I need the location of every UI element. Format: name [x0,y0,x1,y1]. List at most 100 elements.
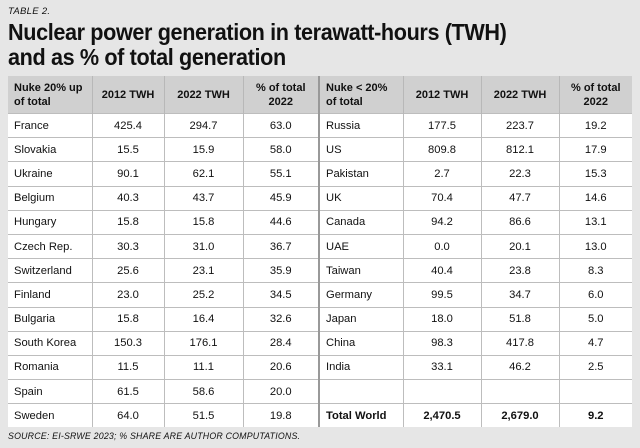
right-y2012-cell: 809.8 [402,137,481,162]
right-country-cell: Taiwan [318,258,403,283]
header-right-2012: 2012 TWH [402,76,481,114]
left-share-cell: 45.9 [242,185,319,211]
right-y2022-cell: 417.8 [480,330,559,356]
left-y2012-cell: 90.1 [91,161,164,187]
right-y2022-cell: 2,679.0 [480,403,559,428]
right-share-cell: 6.0 [558,282,632,307]
left-share-cell: 58.0 [242,137,319,162]
right-y2012-cell: 99.5 [402,282,481,307]
right-country-cell: Total World [318,403,403,428]
left-y2012-cell: 425.4 [91,112,164,138]
right-share-cell: 4.7 [558,330,632,356]
left-country-cell: Ukraine [8,161,92,187]
right-share-cell: 9.2 [558,403,632,428]
title-line-1: Nuclear power generation in terawatt-hou… [8,19,507,45]
left-y2012-cell: 11.5 [91,354,164,380]
table-label: TABLE 2. [8,6,51,17]
left-y2022-cell: 294.7 [163,112,243,138]
left-y2012-cell: 15.5 [91,137,164,162]
right-country-cell: Canada [318,209,403,235]
left-country-cell: Sweden [8,403,92,428]
left-share-cell: 55.1 [242,161,319,187]
left-country-cell: Spain [8,379,92,404]
header-left-share: % of total 2022 [242,76,319,114]
header-right-2022: 2022 TWH [480,76,559,114]
right-y2022-cell: 22.3 [480,161,559,187]
left-share-cell: 34.5 [242,282,319,307]
right-y2012-cell [402,379,481,404]
table-row: Sweden 64.0 51.5 19.8 Total World 2,470.5 2,67… [8,403,632,428]
right-share-cell [558,379,632,404]
right-y2022-cell: 20.1 [480,233,559,259]
left-country-cell: Belgium [8,185,92,211]
left-y2012-cell: 25.6 [91,258,164,283]
right-y2022-cell: 51.8 [480,306,559,332]
right-share-cell: 17.9 [558,137,632,162]
left-country-cell: Slovakia [8,137,92,162]
right-country-cell: UAE [318,233,403,259]
right-share-cell: 13.0 [558,233,632,259]
left-y2022-cell: 25.2 [163,282,243,307]
right-y2012-cell: 70.4 [402,185,481,211]
right-y2022-cell: 47.7 [480,185,559,211]
left-share-cell: 20.0 [242,379,319,404]
header-right-country: Nuke < 20% of total [318,76,403,114]
left-country-cell: Finland [8,282,92,307]
left-y2012-cell: 30.3 [91,233,164,259]
table-body: France 425.4 294.7 63.0 Russia 177.5 223.7 19.2… [8,112,632,428]
right-y2022-cell: 46.2 [480,354,559,380]
left-share-cell: 44.6 [242,209,319,235]
left-country-cell: Bulgaria [8,306,92,332]
header-left-country: Nuke 20% up of total [8,76,92,114]
right-y2012-cell: 2.7 [402,161,481,187]
right-y2022-cell: 23.8 [480,258,559,283]
right-y2022-cell: 86.6 [480,209,559,235]
left-y2022-cell: 51.5 [163,403,243,428]
table-row: South Korea 150.3 176.1 28.4 China 98.3 417.8 4… [8,330,632,356]
left-y2012-cell: 15.8 [91,209,164,235]
table-row: Romania 11.5 11.1 20.6 India 33.1 46.2 2.5 [8,354,632,380]
right-country-cell [318,379,403,404]
nuclear-generation-table: Nuke 20% up of total 2012 TWH 2022 TWH % … [8,76,632,428]
left-country-cell: Czech Rep. [8,233,92,259]
left-country-cell: Romania [8,354,92,380]
left-share-cell: 63.0 [242,112,319,138]
left-y2022-cell: 23.1 [163,258,243,283]
table-row: Slovakia 15.5 15.9 58.0 US 809.8 812.1 17.9 [8,137,632,162]
left-y2012-cell: 61.5 [91,379,164,404]
table-header-row: Nuke 20% up of total 2012 TWH 2022 TWH % … [8,76,632,114]
left-country-cell: Switzerland [8,258,92,283]
left-share-cell: 35.9 [242,258,319,283]
left-y2012-cell: 23.0 [91,282,164,307]
header-right-share: % of total 2022 [558,76,632,114]
right-y2012-cell: 98.3 [402,330,481,356]
table-row: Switzerland 25.6 23.1 35.9 Taiwan 40.4 23.8 8.3 [8,258,632,283]
table-row: Finland 23.0 25.2 34.5 Germany 99.5 34.7 6.0 [8,282,632,307]
left-y2022-cell: 31.0 [163,233,243,259]
right-share-cell: 5.0 [558,306,632,332]
right-y2012-cell: 18.0 [402,306,481,332]
right-share-cell: 13.1 [558,209,632,235]
right-country-cell: India [318,354,403,380]
left-y2022-cell: 58.6 [163,379,243,404]
left-share-cell: 20.6 [242,354,319,380]
right-y2012-cell: 2,470.5 [402,403,481,428]
right-y2012-cell: 33.1 [402,354,481,380]
right-country-cell: Russia [318,112,403,138]
table-row: Bulgaria 15.8 16.4 32.6 Japan 18.0 51.8 5.0 [8,306,632,332]
right-share-cell: 2.5 [558,354,632,380]
right-y2012-cell: 177.5 [402,112,481,138]
left-country-cell: Hungary [8,209,92,235]
table-row: France 425.4 294.7 63.0 Russia 177.5 223.7 19.2 [8,112,632,138]
table-row: Hungary 15.8 15.8 44.6 Canada 94.2 86.6 13.1 [8,209,632,235]
table-row: Spain 61.5 58.6 20.0 [8,379,632,404]
left-y2012-cell: 150.3 [91,330,164,356]
left-country-cell: France [8,112,92,138]
right-y2012-cell: 0.0 [402,233,481,259]
left-y2022-cell: 11.1 [163,354,243,380]
left-y2022-cell: 43.7 [163,185,243,211]
left-y2022-cell: 176.1 [163,330,243,356]
right-country-cell: Germany [318,282,403,307]
right-y2022-cell: 223.7 [480,112,559,138]
left-country-cell: South Korea [8,330,92,356]
